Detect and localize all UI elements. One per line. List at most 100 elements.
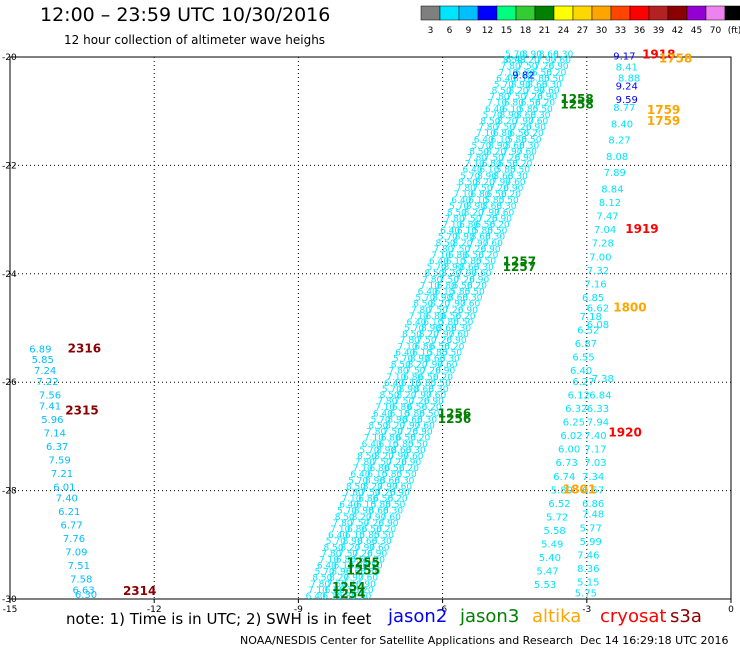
wave-height-label: 7.09 bbox=[65, 548, 87, 559]
track-value-label: 8.50 bbox=[335, 513, 355, 523]
track-value-label: 6.10 bbox=[390, 409, 410, 419]
track-value-label: 6.50 bbox=[430, 342, 450, 352]
track-value-label: 5.70 bbox=[415, 294, 435, 304]
track-value-label: 6.20 bbox=[501, 190, 521, 200]
colorbar-swatch bbox=[496, 5, 517, 21]
plot-frame bbox=[9, 56, 732, 600]
track-value-label: 5.80 bbox=[360, 531, 380, 541]
track-value-label: 7.60 bbox=[517, 147, 537, 157]
track-value-label: 7.10 bbox=[386, 373, 406, 383]
y-tick-label: -28 bbox=[2, 487, 17, 497]
wave-height-label: 6.32 bbox=[565, 404, 587, 415]
wave-height-label: 9.82 bbox=[512, 71, 534, 82]
colorbar-label: 9 bbox=[466, 26, 472, 36]
wave-height-label: 6.57 bbox=[582, 485, 604, 496]
track-value-label: 8.90 bbox=[443, 263, 463, 273]
track-value-label: 6.40 bbox=[317, 562, 337, 572]
track-value-label: 8.50 bbox=[324, 543, 344, 553]
track-value-label: 6.40 bbox=[373, 409, 393, 419]
track-value-label: 5.70 bbox=[438, 233, 458, 243]
track-value-label: 6.50 bbox=[532, 68, 552, 78]
wave-height-label: 7.59 bbox=[48, 456, 70, 467]
track-value-label: 6.50 bbox=[362, 525, 382, 535]
track-value-label: 6.50 bbox=[464, 251, 484, 261]
wave-height-label: 7.56 bbox=[39, 390, 61, 401]
colorbar-label: 27 bbox=[577, 26, 588, 36]
track-value-label: 7.20 bbox=[512, 123, 532, 133]
wave-height-label: 8.08 bbox=[606, 152, 628, 163]
track-value-label: 6.50 bbox=[407, 403, 427, 413]
track-value-label: 8.30 bbox=[553, 50, 573, 60]
track-value-label: 6.40 bbox=[485, 105, 505, 115]
track-value-label: 6.10 bbox=[457, 227, 477, 237]
track-value-label: 7.20 bbox=[523, 93, 543, 103]
pass-time-label: 1255 bbox=[346, 555, 379, 569]
track-value-label: 8.30 bbox=[542, 80, 562, 90]
track-value-label: 5.80 bbox=[530, 74, 550, 84]
track-value-label: 8.20 bbox=[497, 117, 517, 127]
colorbar-swatch bbox=[667, 5, 688, 21]
track-value-label: 6.40 bbox=[362, 440, 382, 450]
track-value-label: 7.50 bbox=[361, 488, 381, 498]
wave-height-label: 7.47 bbox=[596, 212, 618, 223]
track-value-label: 7.80 bbox=[433, 245, 453, 255]
wave-height-label: 6.02 bbox=[560, 431, 582, 442]
track-value-label: 8.50 bbox=[368, 421, 388, 431]
track-value-label: 8.20 bbox=[486, 147, 506, 157]
track-value-label: 5.80 bbox=[416, 379, 436, 389]
track-value-label: 7.10 bbox=[465, 160, 485, 170]
pass-time-label: 2314 bbox=[123, 584, 156, 598]
track-value-label: 7.20 bbox=[353, 549, 373, 559]
track-value-label: 8.20 bbox=[396, 391, 416, 401]
track-value-label: 7.10 bbox=[330, 525, 350, 535]
track-value-label: 6.40 bbox=[429, 257, 449, 267]
wave-height-label: 7.04 bbox=[594, 225, 616, 236]
track-value-label: 8.30 bbox=[394, 476, 414, 486]
track-value-label: 6.90 bbox=[526, 123, 546, 133]
track-value-label: 6.40 bbox=[384, 379, 404, 389]
track-value-label: 5.50 bbox=[408, 440, 428, 450]
track-value-label: 7.50 bbox=[405, 367, 425, 377]
track-value-label: 8.50 bbox=[312, 574, 332, 584]
track-value-label: 7.20 bbox=[375, 488, 395, 498]
track-value-label: 8.60 bbox=[437, 324, 457, 334]
track-value-label: 8.90 bbox=[399, 385, 419, 395]
wave-height-label: 6.77 bbox=[60, 521, 82, 532]
wave-height-label: 6.33 bbox=[587, 404, 609, 415]
track-value-label: 6.90 bbox=[390, 488, 410, 498]
track-value-label: 5.70 bbox=[471, 141, 491, 151]
track-value-label: 7.20 bbox=[443, 306, 463, 316]
wave-height-label: 7.40 bbox=[584, 431, 606, 442]
colorbar-swatch bbox=[591, 5, 612, 21]
y-tick-label: -22 bbox=[2, 161, 17, 171]
track-value-label: 8.50 bbox=[458, 178, 478, 188]
track-value-label: 8.30 bbox=[360, 568, 380, 578]
track-value-label: 6.90 bbox=[413, 428, 433, 438]
track-value-label: 5.50 bbox=[385, 501, 405, 511]
track-value-label: 7.50 bbox=[439, 275, 459, 285]
track-value-label: 8.90 bbox=[522, 50, 542, 60]
track-value-label: 6.80 bbox=[470, 190, 490, 200]
colorbar-swatch bbox=[553, 5, 574, 21]
track-value-label: 8.20 bbox=[385, 421, 405, 431]
track-value-label: 5.50 bbox=[521, 135, 541, 145]
track-value-label: 6.80 bbox=[358, 495, 378, 505]
track-value-label: 8.30 bbox=[406, 446, 426, 456]
track-value-label: 8.90 bbox=[499, 111, 519, 121]
wave-height-label: 7.38 bbox=[592, 374, 614, 385]
colorbar-label: (ft) bbox=[728, 26, 740, 36]
pass-time-label: 1759 bbox=[647, 103, 680, 117]
track-value-label: 7.20 bbox=[409, 397, 429, 407]
track-value-label: 7.50 bbox=[517, 62, 537, 72]
track-value-label: 6.20 bbox=[388, 495, 408, 505]
wave-height-label: 7.46 bbox=[577, 550, 599, 561]
track-value-label: 6.50 bbox=[339, 586, 359, 596]
track-value-label: 8.90 bbox=[343, 537, 363, 547]
track-value-label: 8.30 bbox=[496, 202, 516, 212]
track-value-label: 7.90 bbox=[446, 300, 466, 310]
track-value-label: 7.50 bbox=[394, 397, 414, 407]
track-value-label: 8.30 bbox=[451, 324, 471, 334]
x-tick-label: 0 bbox=[728, 605, 734, 615]
track-value-label: 6.50 bbox=[441, 312, 461, 322]
